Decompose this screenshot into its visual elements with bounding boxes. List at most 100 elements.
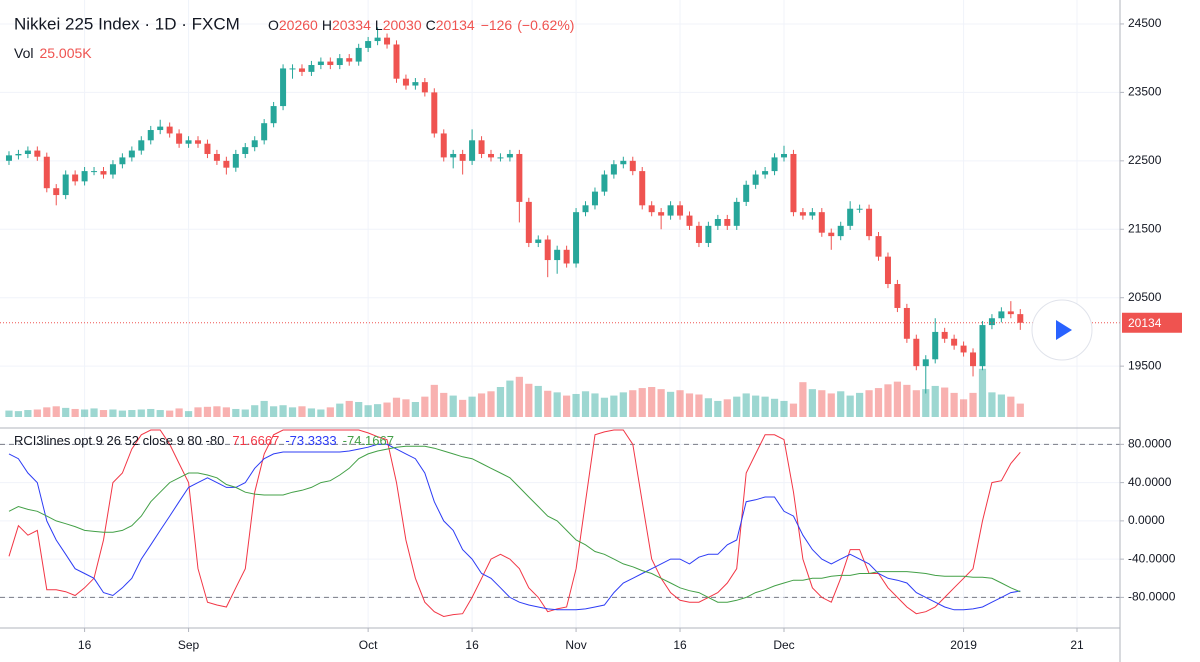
candle-body xyxy=(1017,314,1024,323)
candle-body xyxy=(733,201,740,226)
candle-body xyxy=(762,171,769,175)
candle-body xyxy=(667,205,674,216)
indicator-title: RCI3lines opt 9 26 52 close 9 80 -80 xyxy=(14,433,224,448)
y-tick-label: 40.0000 xyxy=(1128,475,1172,489)
candle-body xyxy=(932,331,939,360)
volume-bar xyxy=(90,408,98,417)
y-tick-label: -40.0000 xyxy=(1128,551,1176,565)
candle-body xyxy=(648,205,655,213)
rci-long-value: -74.1667 xyxy=(343,433,394,448)
candle-body xyxy=(270,106,277,124)
volume-bar xyxy=(515,376,523,417)
candle-body xyxy=(119,157,126,165)
candle-body xyxy=(903,307,910,339)
candle-body xyxy=(327,61,334,66)
volume-bar xyxy=(156,410,164,417)
volume-bar xyxy=(147,408,155,417)
candle-body xyxy=(242,147,249,154)
volume-bar xyxy=(279,405,287,417)
candle-body xyxy=(970,352,977,367)
volume-bar xyxy=(600,397,609,417)
candle-body xyxy=(289,68,296,70)
candle-body xyxy=(544,239,551,261)
candle-body xyxy=(525,201,532,243)
volume-bar xyxy=(440,392,448,417)
volume-bar xyxy=(950,392,958,417)
l-prefix: L xyxy=(375,17,383,33)
volume-bar xyxy=(695,394,703,417)
candle-body xyxy=(573,212,580,264)
candle-body xyxy=(469,140,476,161)
candle-body xyxy=(346,58,353,62)
volume-bar xyxy=(260,400,268,417)
x-tick-label: 16 xyxy=(673,638,687,652)
volume-bar xyxy=(355,402,363,417)
change-percent: (−0.62%) xyxy=(517,17,574,33)
candle-body xyxy=(847,208,854,226)
candle-body xyxy=(724,219,731,226)
candle-body xyxy=(138,140,145,151)
change-value: −126 xyxy=(481,17,513,33)
candle-body xyxy=(280,68,287,107)
volume-legend: Vol 25.005K xyxy=(14,45,92,61)
volume-bar xyxy=(997,394,1005,417)
volume-bar xyxy=(166,410,174,417)
volume-bar xyxy=(846,395,854,417)
candle-body xyxy=(563,249,570,264)
candle-body xyxy=(185,140,192,144)
volume-bar xyxy=(619,392,627,417)
indicator-legend: RCI3lines opt 9 26 52 close 9 80 -80 71.6… xyxy=(14,433,394,448)
volume-bar xyxy=(553,392,561,417)
volume-bar xyxy=(459,399,467,417)
y-tick-label: -80.0000 xyxy=(1128,590,1176,604)
volume-bar xyxy=(893,381,902,417)
volume-bar xyxy=(184,411,193,417)
volume-bar xyxy=(24,410,32,417)
x-tick-label: Sep xyxy=(178,638,200,652)
candle-body xyxy=(828,232,835,237)
volume-bar xyxy=(52,406,60,417)
candle-body xyxy=(157,126,164,131)
candle-body xyxy=(232,153,239,168)
candle-body xyxy=(72,174,79,182)
candle-body xyxy=(894,284,901,308)
candle-body xyxy=(421,82,428,93)
candle-body xyxy=(658,212,665,216)
play-icon[interactable] xyxy=(1056,320,1072,340)
candle-body xyxy=(714,219,721,226)
volume-bar xyxy=(468,396,476,417)
candle-body xyxy=(128,150,135,158)
close-value: 20134 xyxy=(436,17,475,33)
candle-body xyxy=(109,164,116,175)
x-tick-label: 16 xyxy=(78,638,92,652)
volume-bar xyxy=(203,406,212,417)
y-tick-label: 21500 xyxy=(1128,221,1162,235)
low-value: 20030 xyxy=(383,17,422,33)
volume-bar xyxy=(666,391,675,417)
volume-bar xyxy=(373,404,382,417)
volume-bar xyxy=(610,395,618,417)
replay-button[interactable] xyxy=(1031,299,1093,361)
volume-bar xyxy=(818,390,826,417)
candle-body xyxy=(799,212,806,216)
candle-body xyxy=(639,171,646,206)
candle-body xyxy=(620,160,627,165)
volume-bar xyxy=(109,409,117,417)
candle-body xyxy=(308,65,315,72)
candle-body xyxy=(478,140,485,154)
candle-body xyxy=(686,215,693,226)
volume-bar xyxy=(118,410,126,417)
volume-bar xyxy=(128,410,136,417)
candle-body xyxy=(554,249,561,261)
y-tick-label: 80.0000 xyxy=(1128,437,1172,451)
candle-body xyxy=(374,37,381,42)
candle-body xyxy=(81,171,88,182)
candle-body xyxy=(24,150,31,154)
candle-body xyxy=(875,236,882,257)
volume-bar xyxy=(421,396,429,417)
candle-body xyxy=(195,140,202,144)
volume-bar xyxy=(827,393,835,417)
volume-bar xyxy=(411,402,419,417)
open-value: 20260 xyxy=(279,17,318,33)
